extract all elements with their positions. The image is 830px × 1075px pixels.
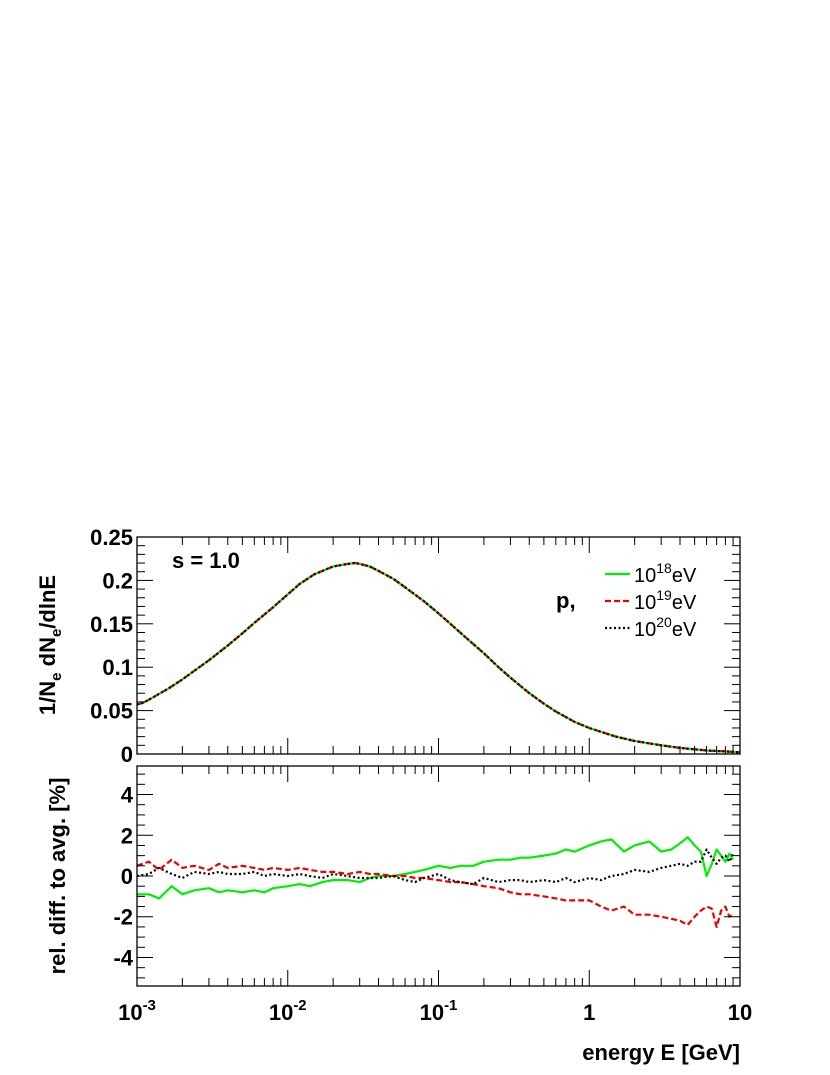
x-tick-label-base: 10 (420, 1000, 444, 1025)
legend-label-10-19: 1019eV (634, 587, 697, 614)
legend-label-base: 10 (634, 592, 656, 614)
legend-label-base: 10 (634, 565, 656, 587)
top-y-tick-label: 0.05 (90, 699, 133, 724)
x-tick-label: 1 (583, 1000, 595, 1025)
x-tick-label-base: 10 (728, 1000, 752, 1025)
bottom-y-tick-label: -4 (113, 945, 133, 970)
legend-label-exp: 18 (656, 560, 672, 576)
x-tick-label-exp: -3 (143, 997, 156, 1014)
top-y-label-b-sub: e (48, 629, 65, 637)
x-tick-label-exp: -2 (293, 997, 306, 1014)
top-y-axis-label: 1/Ne dNe/dlnE (35, 575, 65, 715)
top-y-label-c: /dlnE (35, 575, 60, 629)
x-tick-label-base: 10 (269, 1000, 293, 1025)
bottom-series-group (136, 836, 735, 929)
top-y-tick-label: 0.25 (90, 525, 133, 550)
bottom-y-tick-labels: -4 -2 0 2 4 (113, 783, 133, 971)
bottom-y-tick-label: 0 (121, 864, 133, 889)
x-tick-label: 10-2 (269, 997, 307, 1025)
legend-label-base: 10 (634, 619, 656, 641)
annotation-s-value: s = 1.0 (172, 548, 240, 573)
bottom-y-tick-label: 4 (121, 783, 134, 808)
x-tick-label: 10-3 (118, 997, 156, 1025)
bottom-y-tick-label: 2 (121, 823, 133, 848)
top-y-tick-label: 0.1 (102, 655, 133, 680)
x-tick-label: 10-1 (420, 997, 458, 1025)
top-y-tick-label: 0 (121, 742, 133, 767)
top-y-tick-label: 0.2 (102, 568, 133, 593)
top-axis-ticks (136, 536, 740, 755)
legend-label-exp: 20 (656, 614, 672, 630)
x-tick-label-base: 10 (118, 1000, 142, 1025)
top-series-group (136, 561, 741, 754)
legend-prefix: p, (556, 588, 576, 613)
legend-label-unit: eV (672, 565, 697, 587)
top-series-10-20-line (136, 561, 741, 754)
legend-label-10-20: 1020eV (634, 614, 697, 641)
bottom-axis-ticks (136, 766, 740, 986)
bottom-y-tick-label: -2 (113, 905, 133, 930)
x-axis-label: energy E [GeV] (582, 1040, 740, 1065)
x-tick-label-base: 1 (583, 1000, 595, 1025)
x-tick-label-exp: -1 (444, 997, 457, 1014)
legend-label-10-18: 1018eV (634, 560, 697, 587)
bottom-series-10-20-line (136, 848, 735, 886)
legend-label-unit: eV (672, 619, 697, 641)
legend-label-unit: eV (672, 592, 697, 614)
top-y-label-b: dN (35, 637, 60, 672)
legend-label-exp: 19 (656, 587, 672, 603)
bottom-series-10-18-line (137, 836, 735, 900)
top-y-label-a: 1/N (35, 681, 60, 715)
bottom-y-axis-label: rel. diff. to avg. [%] (45, 778, 70, 975)
top-y-tick-labels: 0 0.05 0.1 0.15 0.2 0.25 (90, 525, 133, 767)
x-tick-label: 10 (728, 1000, 752, 1025)
x-tick-labels: 10-3 10-2 10-1 1 10 (118, 997, 752, 1025)
top-panel: 00.050.10.150.20.25 1/Ne dNe/dlnE s = 1.… (35, 525, 741, 767)
top-y-tick-label: 0.15 (90, 612, 133, 637)
top-y-label-a-sub: e (48, 672, 65, 680)
